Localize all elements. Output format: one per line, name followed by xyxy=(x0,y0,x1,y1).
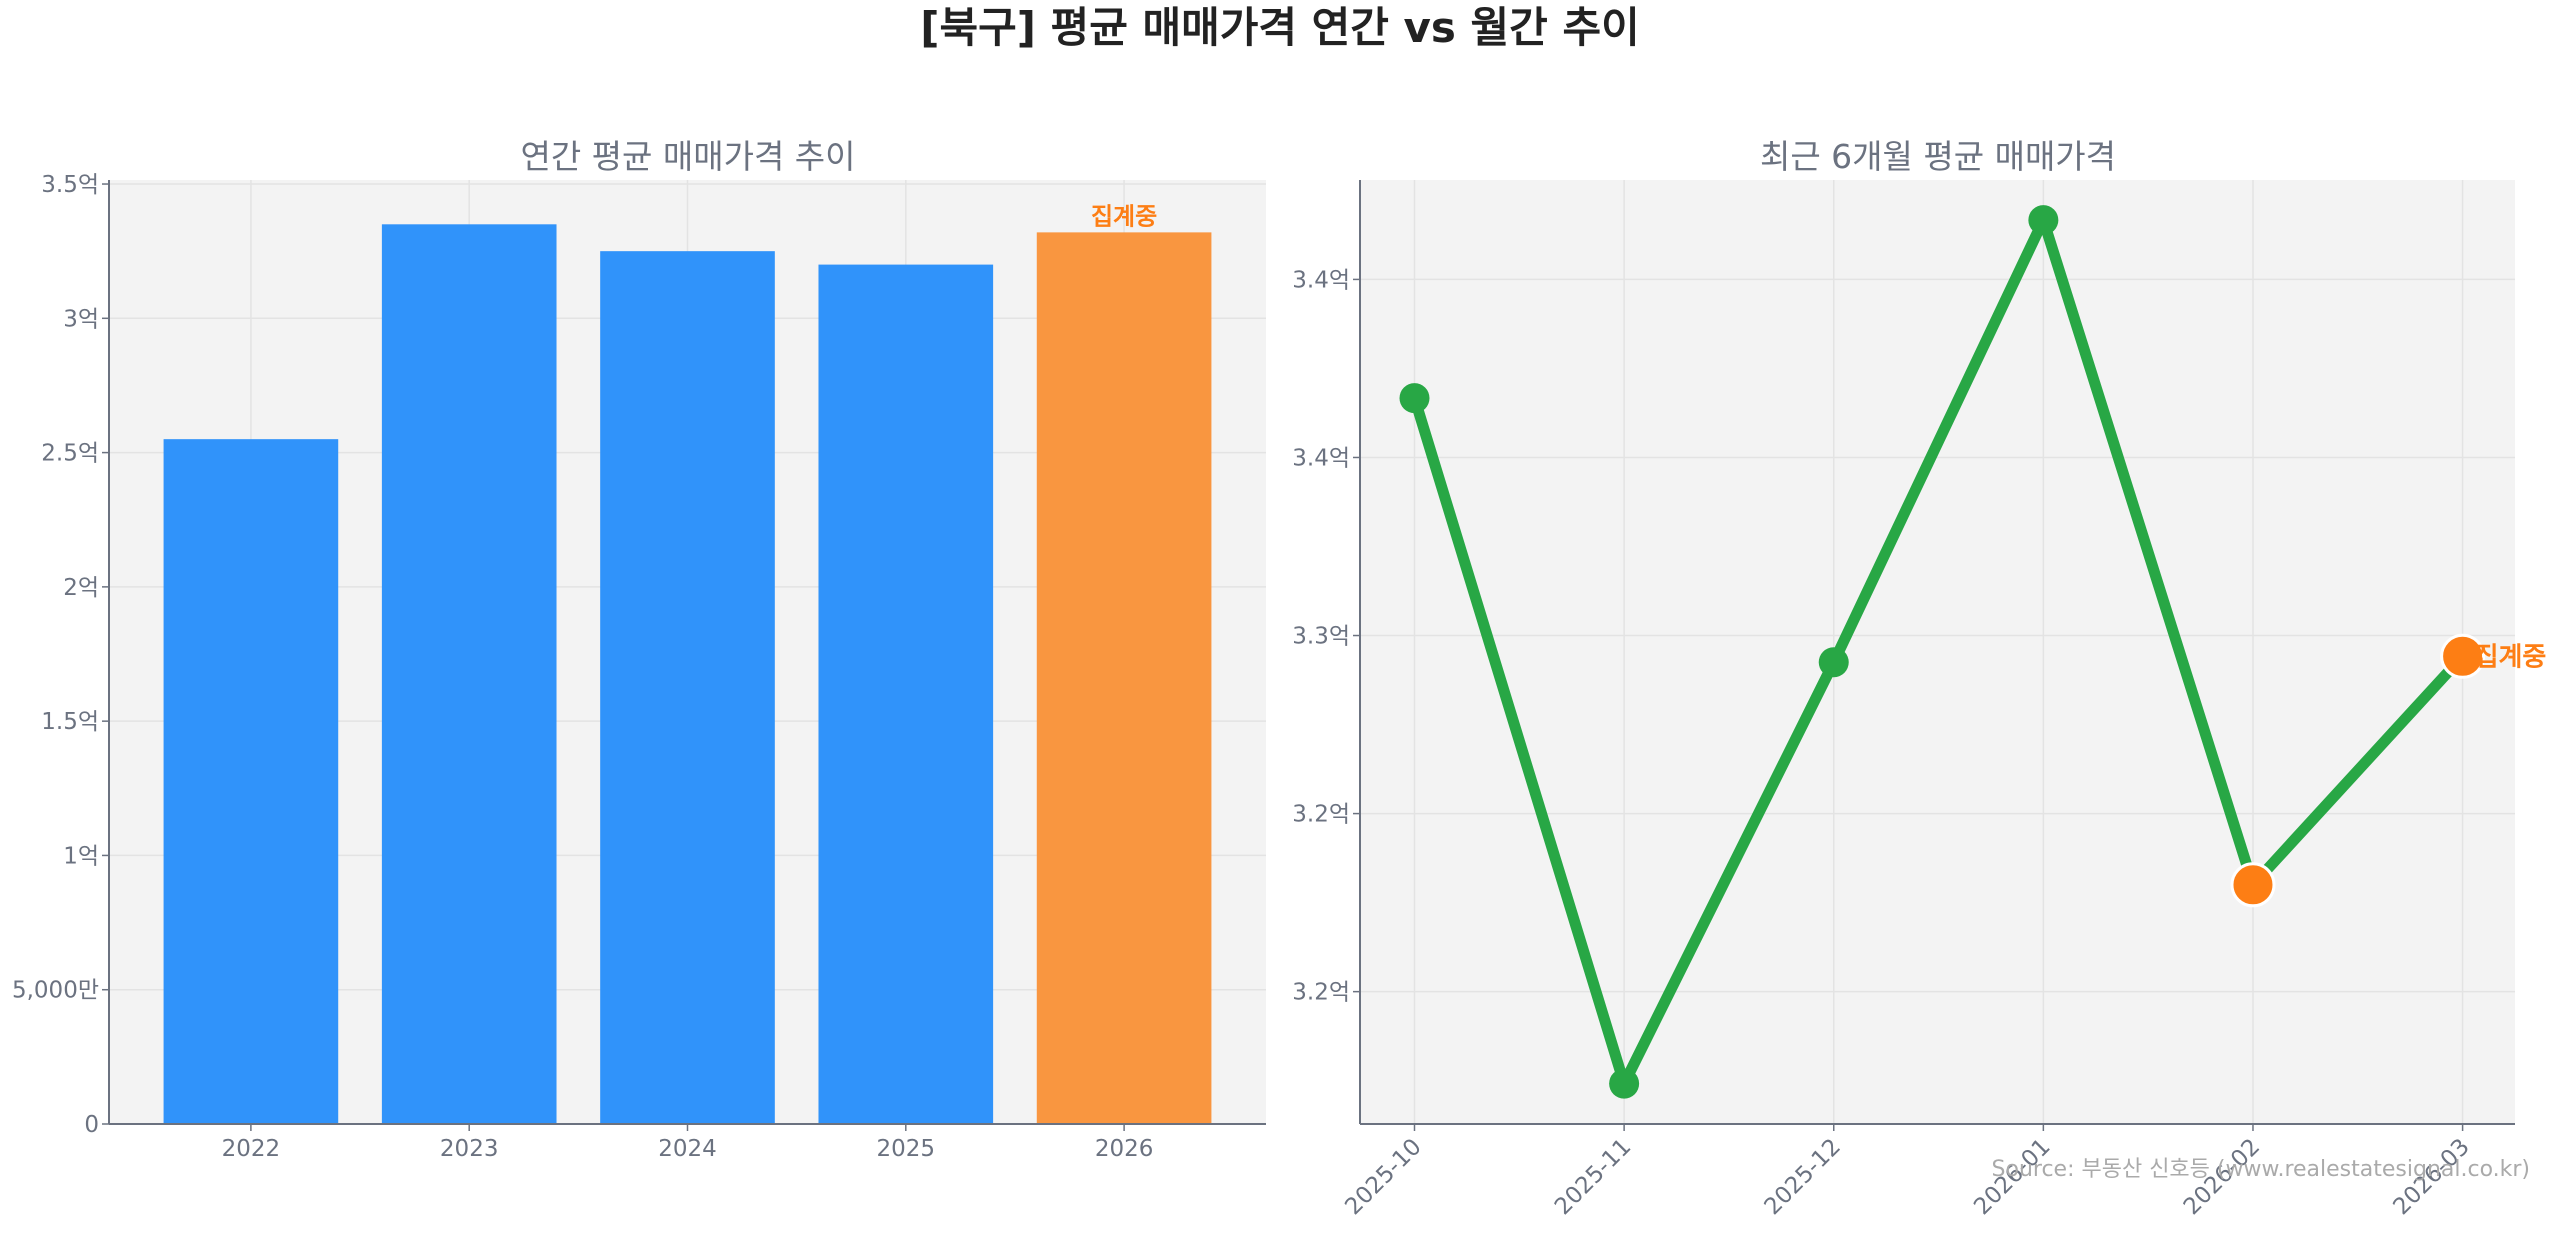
monthly-ytick-label: 3.4억 xyxy=(1292,445,1350,471)
annual-ytick-label: 0 xyxy=(84,1112,99,1138)
line-segment xyxy=(1618,656,1840,1090)
annual-ytick-label: 5,000만 xyxy=(12,978,99,1004)
partial-label: 집계중 xyxy=(2475,642,2547,672)
annual-ytick-label: 3억 xyxy=(63,306,99,332)
annual-xtick-label: 2023 xyxy=(440,1136,499,1162)
point-2026-02 xyxy=(2230,862,2276,908)
annual-ytick-label: 1.5억 xyxy=(41,709,99,735)
annual-ytick-label: 3.5억 xyxy=(41,172,99,198)
line-segment xyxy=(2037,214,2259,891)
monthly-xtick-label: 2025-10 xyxy=(1340,1134,1426,1220)
point-2025-10 xyxy=(1399,383,1430,414)
annual-xtick-label: 2024 xyxy=(658,1136,717,1162)
annual-ytick-label: 1억 xyxy=(63,843,99,869)
annual-xtick-label: 2022 xyxy=(222,1136,281,1162)
monthly-plot-area xyxy=(1360,180,2515,1124)
annual-ytick-label: 2.5억 xyxy=(41,441,99,467)
monthly-ytick-label: 3.2억 xyxy=(1292,802,1350,828)
annual-ytick-label: 2억 xyxy=(63,575,99,601)
source-note: Source: 부동산 신호등 (www.realestatesignal.co… xyxy=(1992,1157,2530,1182)
monthly-line-chart: 최근 6개월 평균 매매가격 3.2억 3.2억 3.3억 3.4억 3.4억 2025-… xyxy=(1292,137,2546,1220)
line-segment xyxy=(1409,392,1630,1090)
bar-2026 xyxy=(1036,232,1212,1124)
partial-label: 집계중 xyxy=(1091,202,1157,230)
line-segment xyxy=(2247,650,2469,891)
monthly-ytick-label: 3.3억 xyxy=(1292,624,1350,650)
monthly-ytick-label: 3.2억 xyxy=(1292,980,1350,1006)
bar-2024 xyxy=(600,251,775,1124)
annual-xtick-label: 2026 xyxy=(1095,1136,1154,1162)
figure-title: [북구] 평균 매매가격 연간 vs 월간 추이 xyxy=(920,3,1639,52)
monthly-xtick-label: 2025-11 xyxy=(1550,1134,1636,1220)
annual-xtick-label: 2025 xyxy=(877,1136,936,1162)
line-segment xyxy=(1828,214,2049,668)
bar-2022 xyxy=(163,439,339,1124)
monthly-ytick-label: 3.4억 xyxy=(1292,267,1350,293)
bar-2025 xyxy=(818,264,994,1125)
point-2026-03 xyxy=(2440,633,2486,679)
annual-bar-chart: 연간 평균 매매가격 추이 0 5,000만 1억 1.5억 2억 2.5억 3억 3.5억 2… xyxy=(12,137,1266,1162)
point-2025-11 xyxy=(1609,1068,1640,1099)
point-2025-12 xyxy=(1818,647,1849,678)
monthly-chart-title: 최근 6개월 평균 매매가격 xyxy=(1760,137,2116,176)
monthly-xtick-label: 2025-12 xyxy=(1760,1134,1846,1220)
annual-chart-title: 연간 평균 매매가격 추이 xyxy=(520,137,855,176)
bar-2023 xyxy=(381,224,557,1125)
point-2026-01 xyxy=(2028,205,2059,236)
